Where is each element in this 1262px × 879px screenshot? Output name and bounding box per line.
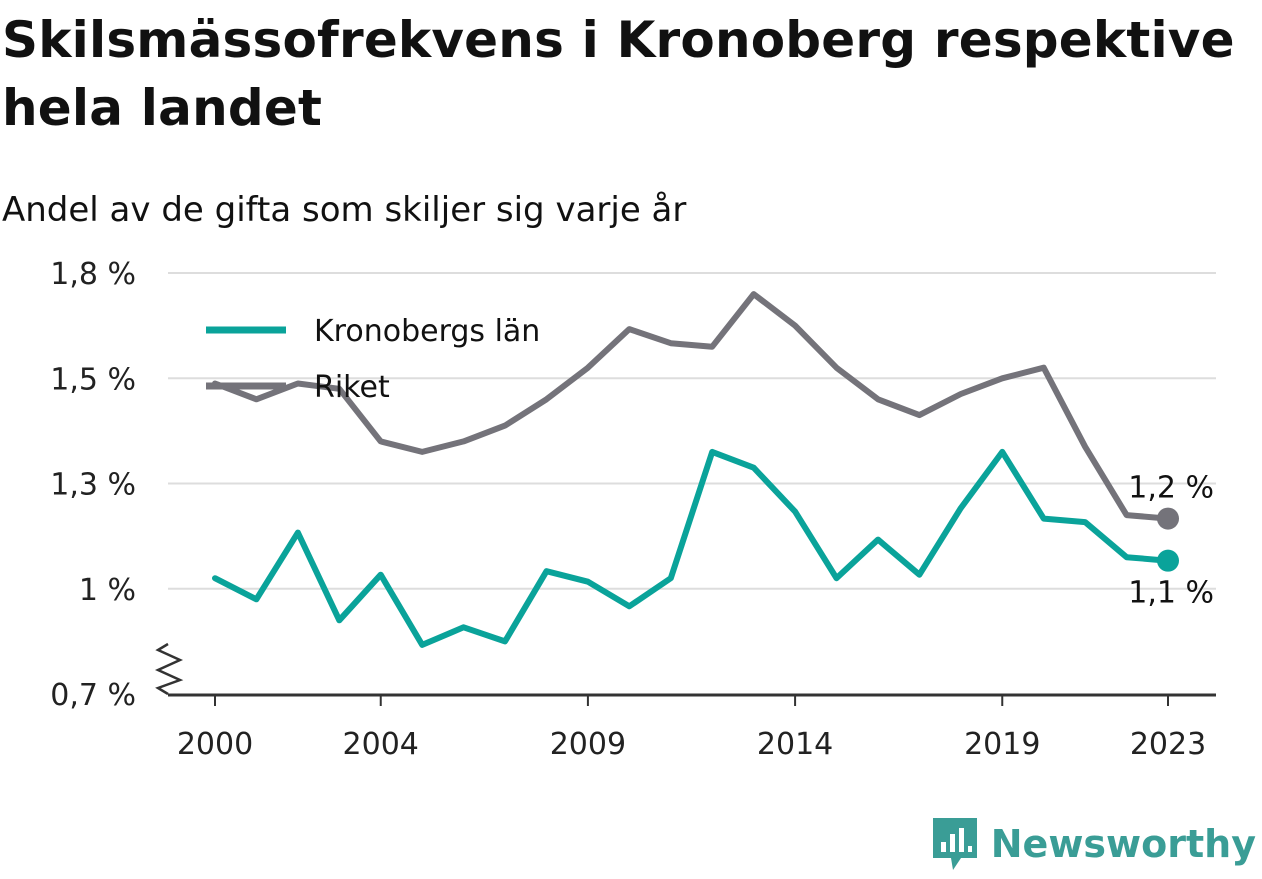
- x-tick-label: 2009: [550, 727, 626, 762]
- end-value-label: 1,1 %: [1128, 576, 1214, 611]
- x-axis: 2000 2004 2009 2014 2019 2023: [168, 693, 1216, 762]
- chart-subtitle: Andel av de gifta som skiljer sig varje …: [2, 190, 687, 230]
- x-tick-label: 2004: [343, 727, 419, 762]
- end-value-label: 1,2 %: [1128, 471, 1214, 506]
- x-tick-label: 2000: [177, 727, 253, 762]
- y-tick-label: 1,5 %: [50, 362, 136, 397]
- brand-name: Newsworthy: [990, 822, 1256, 866]
- y-tick-label: 1,8 %: [50, 257, 136, 292]
- y-tick-label: 1 %: [79, 573, 136, 608]
- newsworthy-brand: Newsworthy: [931, 816, 1256, 872]
- newsworthy-logo-icon: [932, 818, 977, 870]
- axis-break-icon: [154, 642, 184, 696]
- legend-label: Riket: [314, 370, 390, 405]
- y-tick-label: 1,3 %: [50, 468, 136, 503]
- chart-title: Skilsmässofrekvens i Kronoberg respektiv…: [2, 11, 1235, 137]
- x-tick-label: 2019: [964, 727, 1040, 762]
- end-point-marker: [1157, 507, 1179, 530]
- series-line-kronobergs-län: [212, 448, 1171, 648]
- legend-label: Kronobergs län: [314, 314, 540, 349]
- gridlines: [168, 272, 1216, 590]
- end-point-marker: [1157, 549, 1179, 572]
- series-lines: [212, 291, 1171, 648]
- y-tick-label: 0,7 %: [50, 678, 136, 713]
- x-tick-label: 2014: [757, 727, 833, 762]
- end-markers: 1,1 % 1,2 %: [1128, 471, 1214, 611]
- series-line-riket: [212, 291, 1171, 522]
- legend: Kronobergs län Riket: [206, 314, 540, 405]
- x-tick-label: 2023: [1130, 727, 1206, 762]
- y-axis: 0,7 % 1 % 1,3 % 1,5 % 1,8 %: [50, 257, 184, 713]
